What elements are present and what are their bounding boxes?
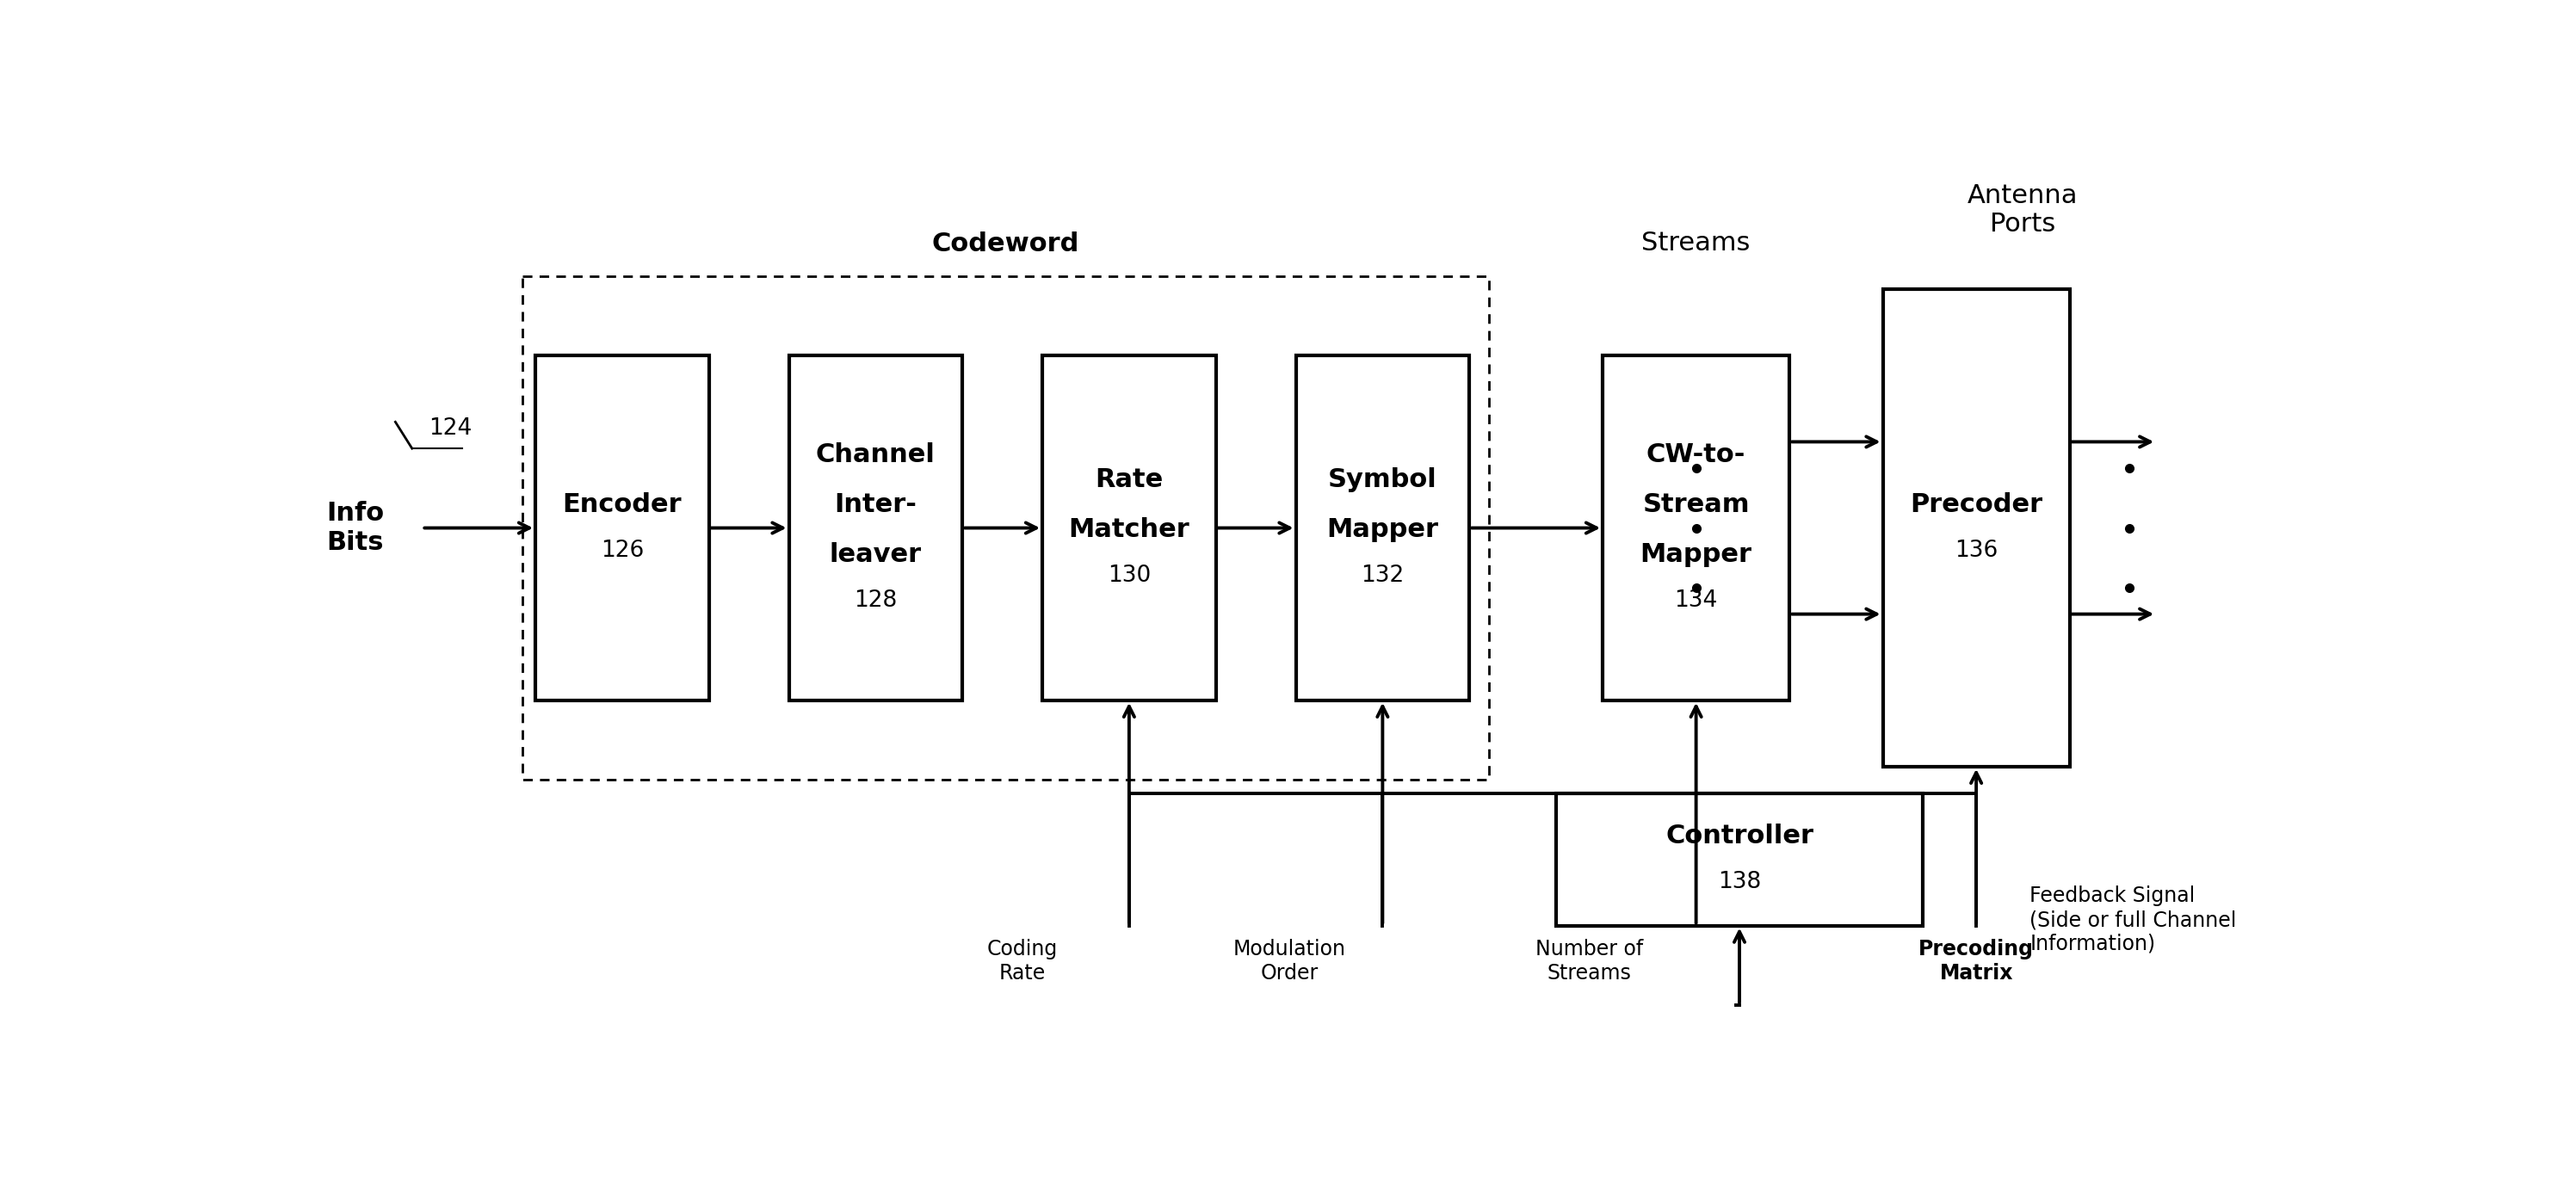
- Text: 134: 134: [1674, 590, 1718, 612]
- Bar: [1296, 356, 1468, 700]
- Bar: [1883, 290, 2069, 766]
- Text: Info
Bits: Info Bits: [327, 502, 384, 555]
- Text: Symbol: Symbol: [1329, 468, 1437, 492]
- Text: 136: 136: [1955, 540, 1999, 563]
- Text: Precoder: Precoder: [1909, 492, 2043, 517]
- Bar: [1043, 356, 1216, 700]
- Text: Matcher: Matcher: [1069, 517, 1190, 542]
- Text: Stream: Stream: [1643, 492, 1749, 517]
- Text: Precoding
Matrix: Precoding Matrix: [1919, 938, 2035, 984]
- Text: Inter-: Inter-: [835, 492, 917, 517]
- Text: 138: 138: [1718, 871, 1762, 894]
- Text: leaver: leaver: [829, 542, 922, 567]
- Bar: [523, 277, 1489, 779]
- Bar: [1556, 792, 1922, 925]
- Text: 124: 124: [428, 418, 471, 439]
- Text: Encoder: Encoder: [562, 492, 683, 517]
- Bar: [788, 356, 963, 700]
- Bar: [1602, 356, 1790, 700]
- Text: 128: 128: [855, 590, 896, 612]
- Text: Channel: Channel: [817, 443, 935, 468]
- Text: 132: 132: [1360, 565, 1404, 588]
- Text: Modulation
Order: Modulation Order: [1234, 938, 1345, 984]
- Bar: [536, 356, 708, 700]
- Text: Coding
Rate: Coding Rate: [987, 938, 1059, 984]
- Text: Number of
Streams: Number of Streams: [1535, 938, 1643, 984]
- Text: Mapper: Mapper: [1327, 517, 1437, 542]
- Text: Codeword: Codeword: [933, 231, 1079, 256]
- Text: Mapper: Mapper: [1641, 542, 1752, 567]
- Text: 130: 130: [1108, 565, 1151, 588]
- Text: Controller: Controller: [1667, 824, 1814, 849]
- Text: Streams: Streams: [1641, 231, 1752, 255]
- Text: CW-to-: CW-to-: [1646, 443, 1747, 468]
- Text: 126: 126: [600, 540, 644, 563]
- Text: Rate: Rate: [1095, 468, 1164, 492]
- Text: Antenna
Ports: Antenna Ports: [1968, 183, 2079, 237]
- Text: Feedback Signal
(Side or full Channel
Information): Feedback Signal (Side or full Channel In…: [2030, 886, 2236, 954]
